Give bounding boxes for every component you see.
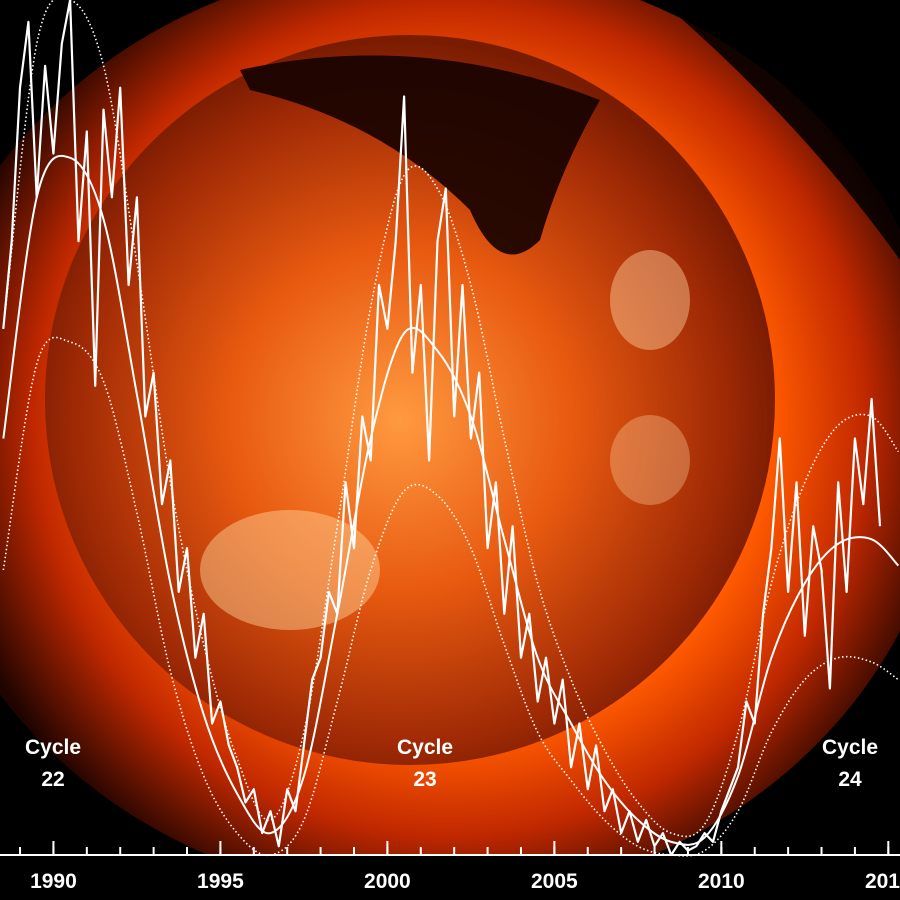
envelope-line <box>2 0 899 838</box>
x-tick-label: 2005 <box>531 870 578 893</box>
bright-region <box>610 250 690 350</box>
annotation-number: 24 <box>838 768 862 791</box>
dark-corner <box>660 0 900 260</box>
coronal-hole <box>240 55 600 255</box>
x-tick-label: 1990 <box>30 870 77 893</box>
x-tick-label: 2000 <box>364 870 411 893</box>
x-tick-label: 1995 <box>197 870 244 893</box>
x-tick-label: 2010 <box>698 870 745 893</box>
sun-disc <box>45 35 775 765</box>
smoothed-line <box>2 154 900 846</box>
envelope-line <box>2 336 899 857</box>
bright-region <box>610 415 690 505</box>
axis-band <box>0 855 900 900</box>
monthly-line <box>2 0 882 857</box>
annotation-cycle: Cycle <box>25 736 81 759</box>
annotation-cycle: Cycle <box>397 736 453 759</box>
annotation-cycle: Cycle <box>822 736 878 759</box>
x-tick-label: 2015 <box>865 870 900 893</box>
annotation-number: 23 <box>413 768 436 791</box>
annotation-number: 22 <box>41 768 64 791</box>
